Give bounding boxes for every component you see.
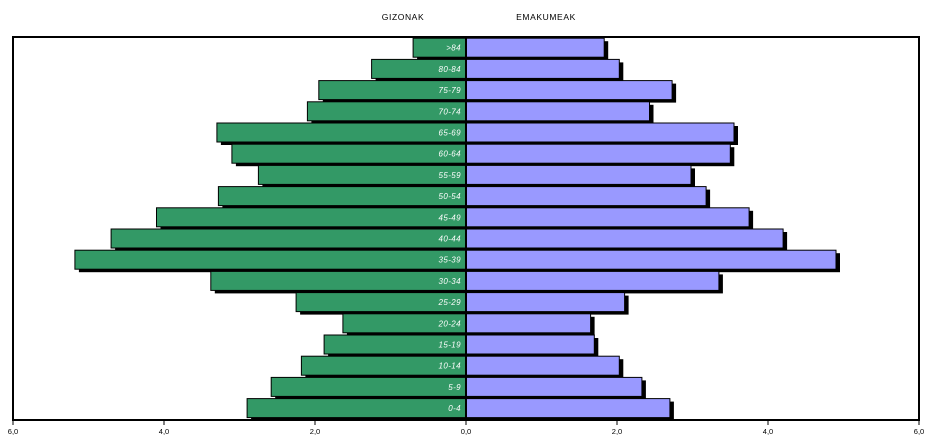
men-bar bbox=[156, 207, 467, 228]
women-bar bbox=[465, 122, 735, 143]
x-tick-label: 4,0 bbox=[763, 427, 773, 436]
women-bar bbox=[465, 355, 620, 376]
age-group-label: 15-19 bbox=[439, 341, 462, 350]
men-bar bbox=[270, 376, 467, 397]
age-group-label: 55-59 bbox=[439, 171, 462, 180]
men-bar bbox=[216, 122, 467, 143]
men-bar bbox=[217, 186, 467, 207]
age-group-label: 50-54 bbox=[439, 192, 462, 201]
women-bar bbox=[465, 164, 692, 185]
women-bar bbox=[465, 249, 837, 270]
men-bar bbox=[231, 143, 467, 164]
bars bbox=[74, 37, 837, 419]
women-bar bbox=[465, 398, 671, 419]
x-tick-label: 6,0 bbox=[8, 427, 18, 436]
women-bar bbox=[465, 80, 673, 101]
women-bar bbox=[465, 58, 620, 79]
x-tick-label: 2,0 bbox=[612, 427, 622, 436]
women-bar bbox=[465, 207, 750, 228]
women-bar bbox=[465, 101, 650, 122]
x-tick-label: 2,0 bbox=[310, 427, 320, 436]
x-tick-label: 4,0 bbox=[159, 427, 169, 436]
age-group-label: 5-9 bbox=[448, 383, 461, 392]
men-bar bbox=[246, 398, 467, 419]
x-axis-ticks: 6,0 4,0 2,0 0,0 2,0 4,0 6,0 bbox=[8, 420, 924, 436]
age-group-label: 60-64 bbox=[439, 150, 462, 159]
age-group-label: 70-74 bbox=[439, 107, 462, 116]
age-group-label: 10-14 bbox=[439, 362, 462, 371]
women-bar bbox=[465, 143, 731, 164]
women-bar bbox=[465, 37, 605, 58]
left-header-label: GIZONAK bbox=[382, 12, 424, 22]
age-group-label: 25-29 bbox=[438, 298, 462, 307]
age-group-label: 40-44 bbox=[439, 235, 462, 244]
age-labels: >84 80-84 75-79 70-74 65-69 60-64 55-59 50-54 45… bbox=[438, 44, 462, 413]
age-group-label: >84 bbox=[446, 44, 461, 53]
age-group-label: 30-34 bbox=[439, 277, 462, 286]
women-bar bbox=[465, 270, 720, 291]
men-bar bbox=[210, 270, 467, 291]
x-tick-label: 0,0 bbox=[461, 427, 471, 436]
women-bar bbox=[465, 376, 643, 397]
women-bar bbox=[465, 228, 784, 249]
women-bar bbox=[465, 186, 707, 207]
age-group-label: 35-39 bbox=[439, 256, 462, 265]
age-group-label: 75-79 bbox=[439, 86, 462, 95]
men-bar bbox=[110, 228, 467, 249]
age-group-label: 20-24 bbox=[438, 319, 462, 328]
age-group-label: 0-4 bbox=[448, 404, 461, 413]
right-header-label: EMAKUMEAK bbox=[516, 12, 576, 22]
men-bar bbox=[74, 249, 467, 270]
age-group-label: 45-49 bbox=[439, 213, 462, 222]
age-group-label: 80-84 bbox=[439, 65, 462, 74]
men-bar bbox=[257, 164, 467, 185]
women-bar bbox=[465, 334, 595, 355]
women-bar bbox=[465, 292, 626, 313]
x-tick-label: 6,0 bbox=[914, 427, 924, 436]
age-group-label: 65-69 bbox=[439, 129, 462, 138]
women-bar bbox=[465, 313, 592, 334]
